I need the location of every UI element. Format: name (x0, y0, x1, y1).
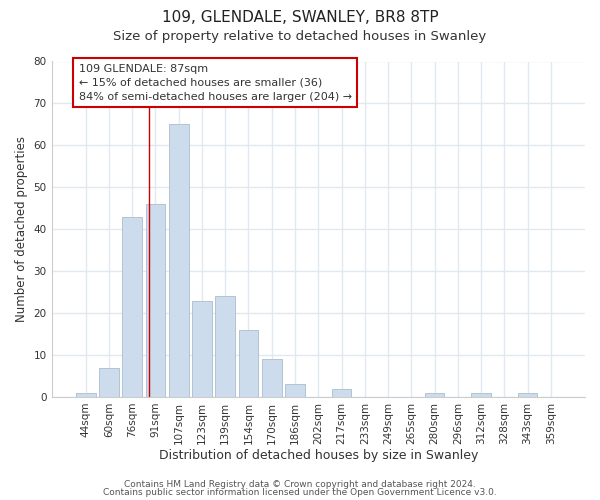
Bar (332, 388, 352, 397)
Bar (518, 393, 538, 397)
Bar (99, 368, 119, 397)
Bar (192, 300, 212, 397)
Bar (285, 384, 305, 397)
Bar (169, 124, 188, 397)
Text: Size of property relative to detached houses in Swanley: Size of property relative to detached ho… (113, 30, 487, 43)
Bar (471, 393, 491, 397)
Text: Contains public sector information licensed under the Open Government Licence v3: Contains public sector information licen… (103, 488, 497, 497)
Bar (76, 393, 95, 397)
Y-axis label: Number of detached properties: Number of detached properties (15, 136, 28, 322)
Text: 109 GLENDALE: 87sqm
← 15% of detached houses are smaller (36)
84% of semi-detach: 109 GLENDALE: 87sqm ← 15% of detached ho… (79, 64, 352, 102)
Bar (425, 393, 445, 397)
Bar (262, 359, 281, 397)
Bar (239, 330, 259, 397)
X-axis label: Distribution of detached houses by size in Swanley: Distribution of detached houses by size … (158, 450, 478, 462)
Bar (215, 296, 235, 397)
Bar (146, 204, 166, 397)
Text: Contains HM Land Registry data © Crown copyright and database right 2024.: Contains HM Land Registry data © Crown c… (124, 480, 476, 489)
Bar (122, 216, 142, 397)
Text: 109, GLENDALE, SWANLEY, BR8 8TP: 109, GLENDALE, SWANLEY, BR8 8TP (161, 10, 439, 25)
